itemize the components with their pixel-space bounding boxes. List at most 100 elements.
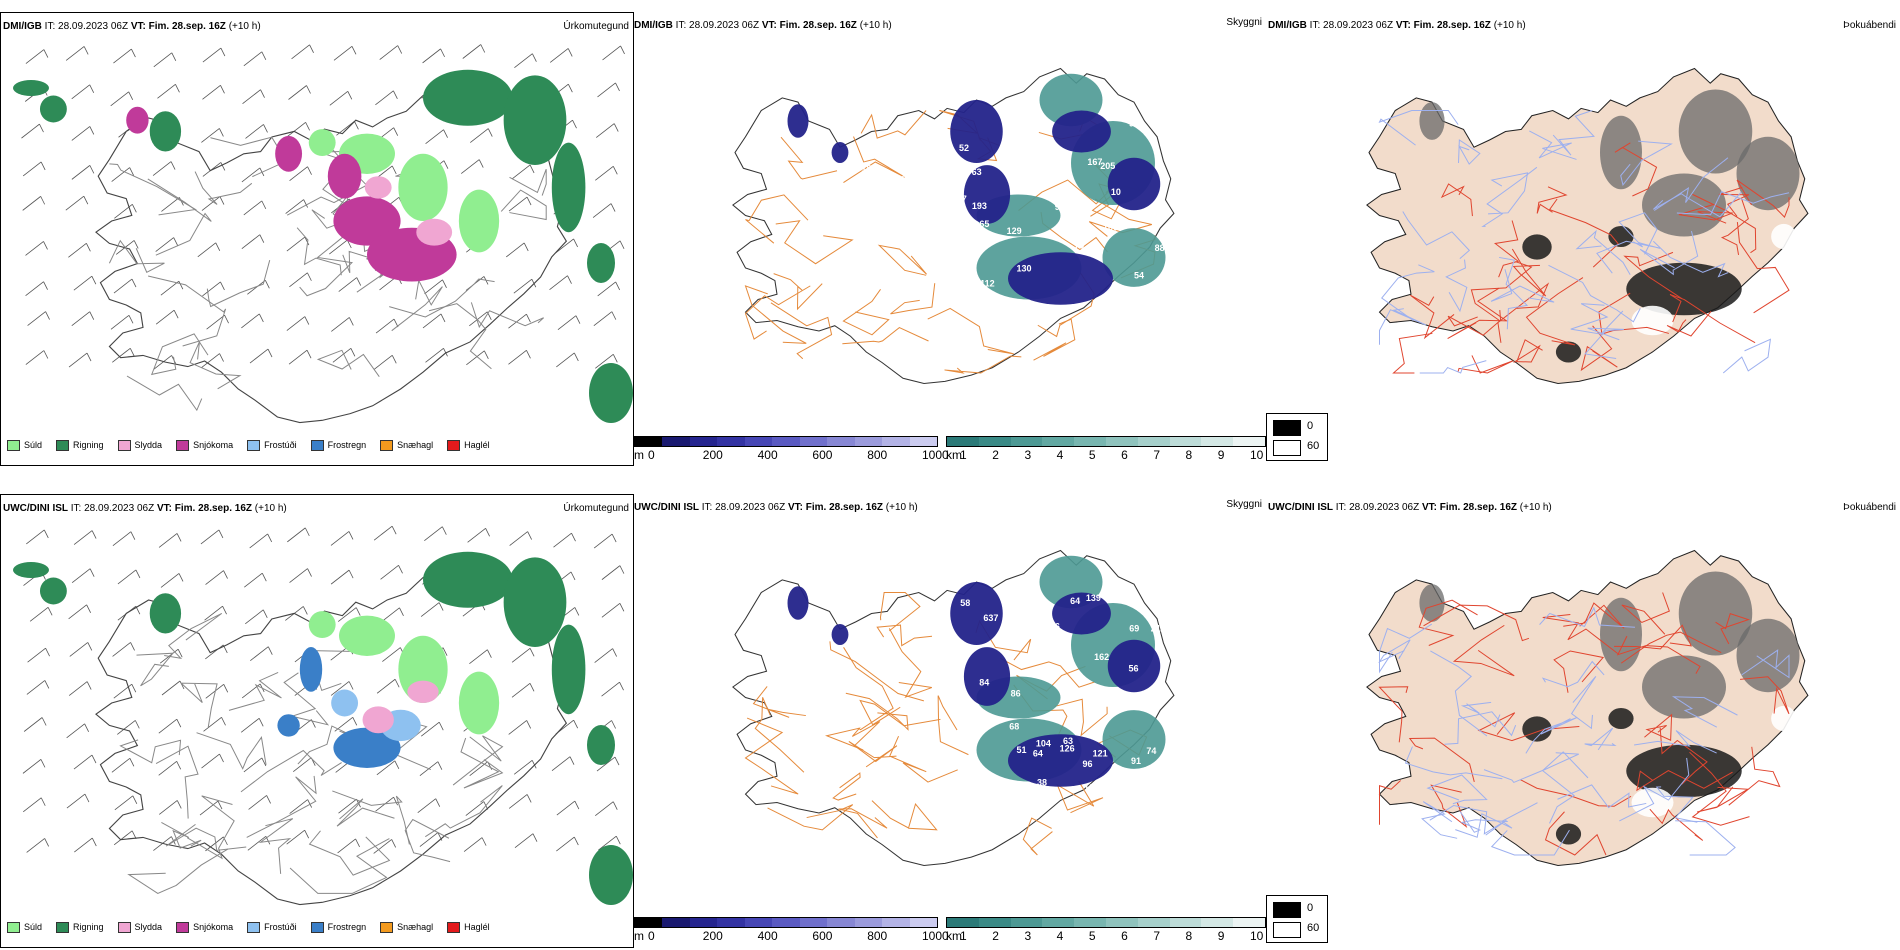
snow-area xyxy=(327,153,362,199)
road-line xyxy=(1445,259,1468,313)
road-line xyxy=(1584,727,1617,751)
legend-swatch xyxy=(7,440,20,452)
road-line xyxy=(283,672,330,726)
wind-barb xyxy=(25,49,49,64)
wind-barb xyxy=(373,525,397,541)
road-line xyxy=(877,244,927,276)
colorbar-segment xyxy=(772,918,800,927)
road-line xyxy=(1659,727,1708,785)
ceiling-value-label: 107 xyxy=(896,174,911,184)
road-line xyxy=(944,355,1022,374)
road-line xyxy=(1418,599,1478,646)
rain-area xyxy=(587,243,615,283)
ceiling-value-label: 74 xyxy=(1146,746,1156,756)
fog-map-bottom xyxy=(1366,549,1809,867)
rain-area xyxy=(503,75,567,165)
road-line xyxy=(1654,157,1729,211)
precip-legend-item: Frostregn xyxy=(310,922,366,934)
road-line xyxy=(1457,355,1514,374)
colorbar-segment xyxy=(1010,437,1043,446)
ceiling-value-label: 52 xyxy=(959,143,969,153)
ceiling-panel-top: 89 65 70 52 54 63 112 129 205 186 167 123 130 264 152 1… xyxy=(632,12,1266,464)
road-line xyxy=(1022,817,1053,856)
precip-legend: Súld Rigning Slydda Snjókoma Frostúði Frostre… xyxy=(7,440,490,452)
ceiling-value-label: 72 xyxy=(905,622,915,632)
drizzle-area xyxy=(308,611,336,639)
wind-barb xyxy=(247,835,271,851)
road-line xyxy=(744,285,811,340)
wind-barb xyxy=(249,533,273,549)
wind-barb xyxy=(25,241,48,256)
panel-header: UWC/DINI ISL IT: 28.09.2023 06Z VT: Fim.… xyxy=(634,502,918,513)
rain-area xyxy=(589,845,633,905)
ceiling-value-label: 121 xyxy=(1093,748,1108,758)
road-line xyxy=(1392,332,1433,374)
legend-label: Snjókoma xyxy=(193,440,234,450)
road-line xyxy=(206,260,271,308)
low-ceiling-area xyxy=(831,624,849,645)
wind-barb xyxy=(250,646,273,662)
colorbar-tick: 2 xyxy=(992,929,999,943)
wind-barb xyxy=(508,720,532,735)
wind-barb xyxy=(22,759,46,774)
rain-area xyxy=(423,551,513,608)
colorbar-segment xyxy=(689,918,718,927)
wind-barb xyxy=(330,681,354,696)
road-line xyxy=(1722,338,1772,374)
snow-area xyxy=(333,196,401,246)
wind-barb xyxy=(332,348,356,363)
wind-barb xyxy=(22,196,46,211)
wind-barb xyxy=(25,350,49,365)
precip-legend-item: Haglél xyxy=(447,922,490,934)
road-line xyxy=(845,692,909,731)
fog-grey-area xyxy=(1419,102,1445,140)
road-line xyxy=(228,672,282,711)
road-line xyxy=(1614,142,1658,197)
ceiling-value-label: 54 xyxy=(1134,270,1144,280)
precip-legend-item: Haglél xyxy=(447,440,490,452)
ceiling-value-label: 58 xyxy=(960,598,970,608)
road-line xyxy=(165,823,247,851)
colorbar-tick: 10 xyxy=(1250,929,1264,943)
wind-barb xyxy=(466,350,489,366)
wind-barb xyxy=(595,123,619,138)
ceiling-value-label: 51 xyxy=(1017,745,1027,755)
wind-barb xyxy=(595,165,618,181)
fog-grey-area xyxy=(1736,136,1800,211)
ceiling-value-label: 152 xyxy=(1072,214,1087,224)
colorbar-unit: km xyxy=(946,448,962,462)
precip-panel-bottom: UWC/DINI ISL IT: 28.09.2023 06Z VT: Fim.… xyxy=(0,494,634,948)
legend-swatch xyxy=(7,922,20,934)
wind-barb xyxy=(74,837,97,853)
wind-barb xyxy=(422,313,446,329)
wind-barb xyxy=(69,642,93,657)
road-line xyxy=(1649,808,1704,841)
wind-barb xyxy=(113,830,137,846)
wind-barb xyxy=(505,242,529,258)
legend-swatch xyxy=(117,922,131,934)
wind-barb xyxy=(330,569,354,585)
road-line xyxy=(1054,698,1108,737)
wind-barb xyxy=(112,347,135,363)
ceiling-value-label: 91 xyxy=(1136,210,1146,220)
wind-barb xyxy=(381,607,404,623)
wind-barb xyxy=(511,682,535,698)
road-line xyxy=(838,808,888,839)
precip-legend: Súld Rigning Slydda Snjókoma Frostúði Frostre… xyxy=(7,922,490,934)
colorbar-segment xyxy=(882,437,910,446)
road-line xyxy=(1430,650,1488,737)
road-line xyxy=(1470,261,1533,322)
wind-barb xyxy=(110,314,134,330)
road-line xyxy=(1720,199,1749,256)
low-ceiling-area xyxy=(1052,110,1111,153)
wind-barb xyxy=(425,129,448,144)
road-line xyxy=(1621,592,1670,635)
fog-panel-top: DMI/IGB IT: 28.09.2023 06Z VT: Fim. 28.s… xyxy=(1266,12,1900,464)
road-line xyxy=(1378,686,1409,743)
wind-barb xyxy=(240,717,264,733)
road-line xyxy=(888,628,932,699)
wind-barb xyxy=(66,723,90,739)
legend-swatch xyxy=(447,922,461,934)
fog-key-top: 0 60 xyxy=(1266,413,1328,461)
colorbar-segment xyxy=(1137,437,1170,446)
